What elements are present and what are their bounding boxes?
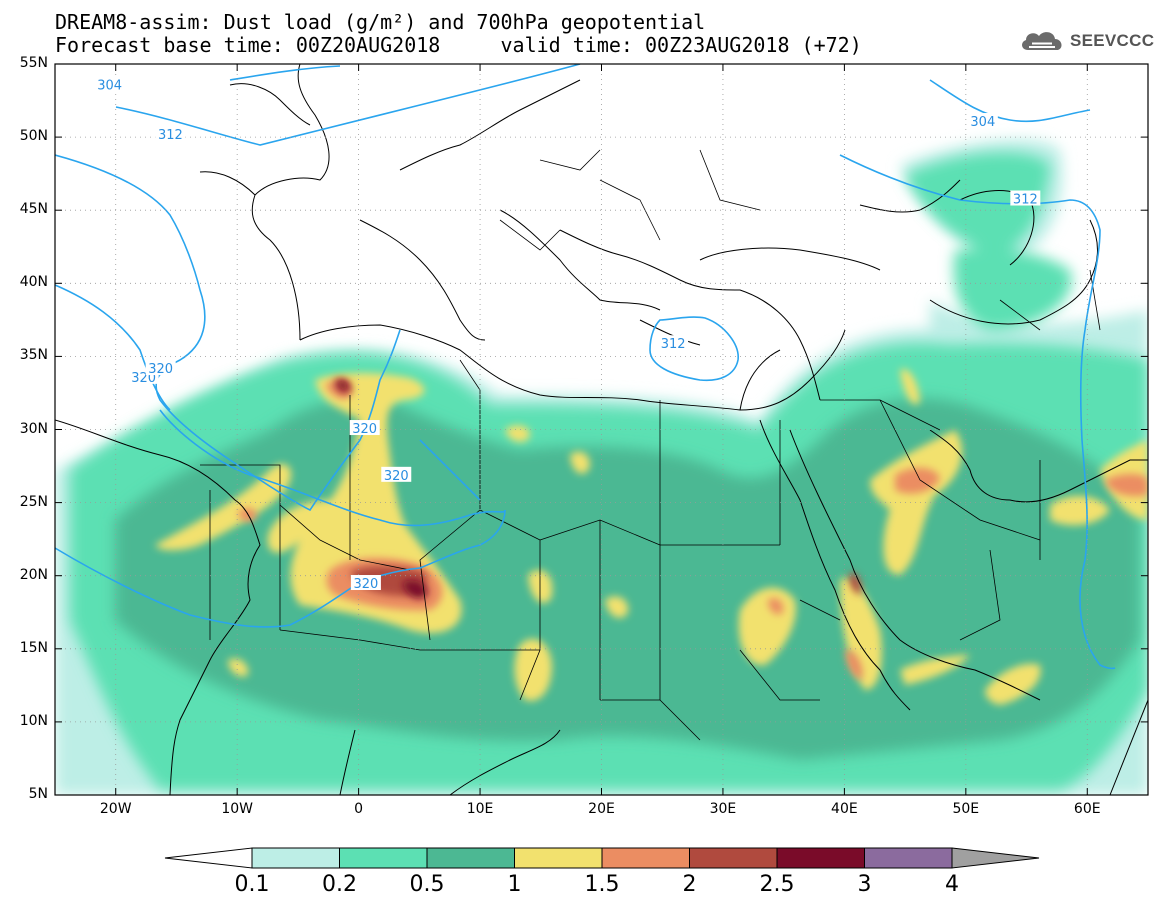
y-tick-label: 10N <box>19 712 48 729</box>
contour-label: 312 <box>661 337 686 352</box>
colorbar-label: 0.1 <box>234 872 270 897</box>
contour-label-bg <box>967 113 998 129</box>
contour-label-bg <box>1010 190 1041 206</box>
y-tick-label: 20N <box>19 566 48 583</box>
logo-text: SEEVCCC <box>1070 31 1155 50</box>
geopotential-contours <box>55 64 1116 670</box>
contour-label-bg <box>155 126 186 142</box>
x-tick-label: 50E <box>952 801 980 817</box>
seevccc-logo: SEEVCCC <box>1018 26 1154 56</box>
colorbar-label: 2.5 <box>759 872 795 897</box>
contour-label-bg <box>658 335 689 351</box>
colorbar-label: 4 <box>945 872 959 897</box>
contour-label-bg <box>381 466 412 482</box>
x-tick-label: 10W <box>221 801 253 817</box>
colorbar-label: 0.2 <box>322 872 357 897</box>
colorbar-cell <box>514 847 603 869</box>
x-tick-label: 60E <box>1073 801 1101 817</box>
colorbar-cell <box>864 847 953 869</box>
dust-level-2.5 <box>338 380 428 599</box>
colorbar-cell <box>339 847 428 869</box>
contour-label-bg <box>350 575 381 591</box>
x-tick-label: 40E <box>831 801 858 817</box>
y-tick-label: 25N <box>19 493 48 510</box>
contour-label: 320 <box>148 362 173 377</box>
colorbar-label: 1 <box>507 872 522 897</box>
map-frame <box>54 63 1149 796</box>
colorbar-label: 3 <box>857 872 872 897</box>
x-tick-label: 10E <box>466 801 494 817</box>
colorbar-upper-arrow <box>951 847 1040 869</box>
dust-fields <box>55 139 1148 795</box>
contour-label-bg <box>94 76 125 92</box>
chart-title: DREAM8-assim: Dust load (g/m²) and 700hP… <box>55 10 706 34</box>
colorbar-label: 0.5 <box>409 872 445 897</box>
y-tick-label: 30N <box>19 420 48 437</box>
y-tick-label: 15N <box>19 639 48 656</box>
colorbar-cell <box>601 847 690 869</box>
colorbar-cell <box>426 847 515 869</box>
contour-label: 312 <box>1013 193 1038 208</box>
coastlines <box>55 64 1148 795</box>
colorbar-cell <box>689 847 778 869</box>
contour-label-bg <box>349 420 380 436</box>
contour-label: 304 <box>97 78 122 93</box>
gridlines <box>55 64 1148 795</box>
contour-label: 320 <box>352 422 377 437</box>
y-tick-label: 35N <box>19 347 48 364</box>
y-tick-label: 45N <box>19 201 48 218</box>
contour-label: 312 <box>158 128 183 143</box>
colorbar-label: 2 <box>682 872 697 897</box>
contour-label-bg <box>145 360 176 376</box>
y-tick-label: 50N <box>19 128 48 145</box>
y-tick-label: 40N <box>19 274 48 291</box>
x-tick-label: 30E <box>709 801 737 817</box>
cloud-icon <box>1022 32 1062 50</box>
colorbar-lower-arrow <box>164 847 253 869</box>
colorbar-label: 1.5 <box>584 872 620 897</box>
x-tick-label: 20E <box>588 801 615 817</box>
colorbar <box>164 847 1040 869</box>
colorbar-cell <box>251 847 340 869</box>
x-tick-label: 0 <box>354 801 364 817</box>
contour-label: 320 <box>353 577 378 592</box>
y-tick-label: 5N <box>28 786 48 802</box>
contour-label: 304 <box>970 115 995 130</box>
colorbar-cell <box>776 847 865 869</box>
y-tick-label: 55N <box>19 55 48 71</box>
x-tick-label: 20W <box>99 801 132 817</box>
chart-subtitle: Forecast base time: 00Z20AUG2018 valid t… <box>55 33 862 57</box>
contour-label: 320 <box>384 469 409 484</box>
